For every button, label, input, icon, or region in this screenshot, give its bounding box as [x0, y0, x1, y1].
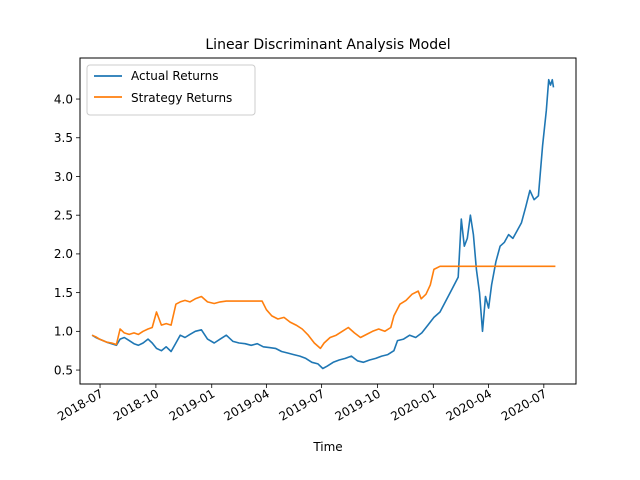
series-line-strategy-returns [91, 265, 556, 350]
y-tick-label: 2.5 [54, 208, 73, 222]
y-tick-label: 3.5 [54, 131, 73, 145]
plot-lines [91, 78, 556, 370]
legend-label-actual-returns: Actual Returns [131, 69, 218, 83]
chart-title: Linear Discriminant Analysis Model [205, 37, 450, 53]
legend: Actual Returns Strategy Returns [86, 64, 256, 116]
x-axis-label: Time [312, 440, 342, 454]
series-line-actual-returns [91, 78, 555, 370]
legend-label-strategy-returns: Strategy Returns [131, 91, 232, 105]
legend-box [86, 64, 256, 116]
plot-frame [79, 57, 577, 385]
y-axis: 0.5 1.0 1.5 2.0 2.5 3.0 3.5 4.0 [54, 92, 80, 377]
y-tick-label: 3.0 [54, 170, 73, 184]
y-tick-label: 1.0 [54, 325, 73, 339]
y-tick-label: 1.5 [54, 286, 73, 300]
y-tick-label: 2.0 [54, 247, 73, 261]
y-tick-label: 4.0 [54, 92, 73, 106]
y-tick-label: 0.5 [54, 363, 73, 377]
